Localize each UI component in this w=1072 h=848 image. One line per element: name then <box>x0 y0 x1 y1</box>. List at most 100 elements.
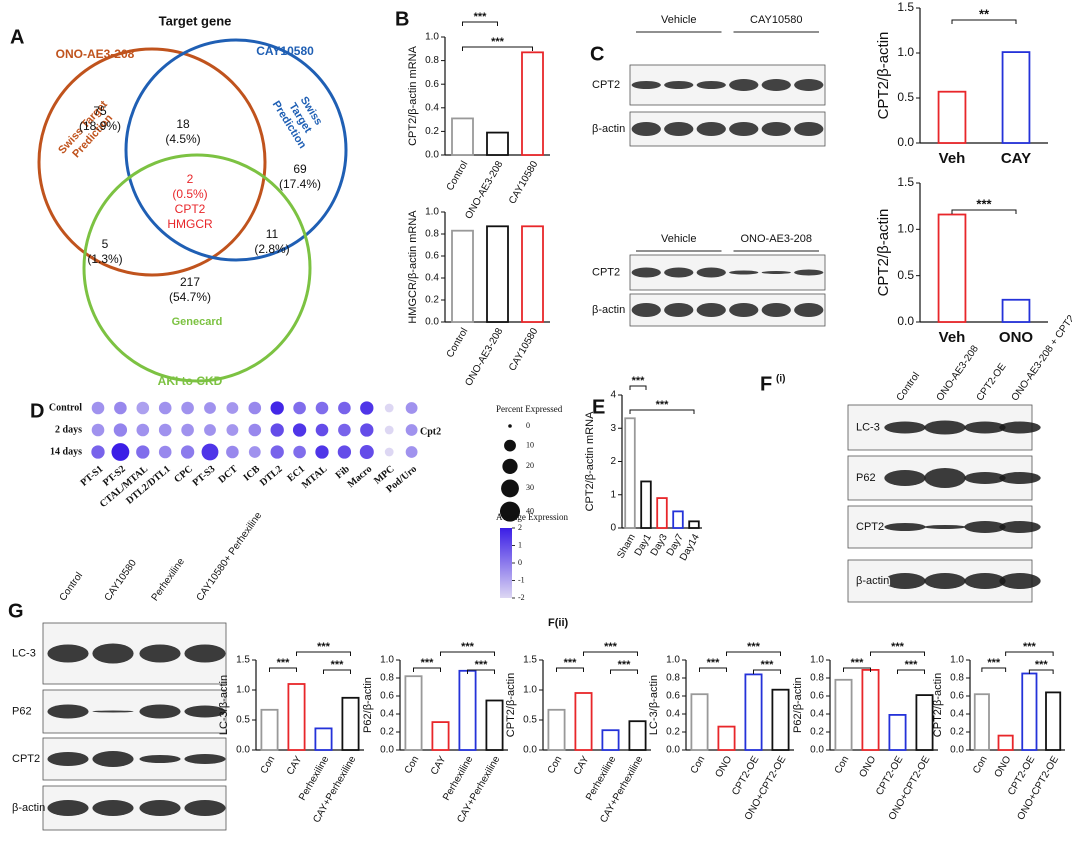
x-tick-label: CAY <box>1001 150 1031 167</box>
blot-frame <box>629 111 826 147</box>
legend-label: 0 <box>526 421 530 430</box>
bar <box>458 669 477 751</box>
significance-bracket <box>870 651 925 656</box>
y-tick-label: 3 <box>610 423 616 434</box>
blot-row-label: CPT2 <box>12 753 40 765</box>
y-tick-label: 1.0 <box>950 655 964 666</box>
blot-band <box>729 122 759 136</box>
dot <box>91 423 105 437</box>
y-tick-label: 0.5 <box>897 268 914 282</box>
y-tick-label: 1.0 <box>666 655 680 666</box>
bar <box>973 693 990 751</box>
y-tick-label: 1.5 <box>897 0 914 14</box>
blot-band <box>47 800 89 816</box>
significance-label: *** <box>564 657 578 669</box>
significance-label: *** <box>987 657 1001 669</box>
significance-bracket <box>629 409 695 414</box>
legend-label: 20 <box>526 461 534 470</box>
dot <box>292 423 307 437</box>
y-tick-label: 0.2 <box>425 295 439 306</box>
legend-dot <box>499 501 521 522</box>
dot <box>136 401 150 415</box>
dot <box>181 423 194 437</box>
blot-band <box>761 271 791 274</box>
x-tick-label: Con <box>689 754 708 775</box>
y-tick-label: 0.4 <box>666 709 680 720</box>
x-tick-label: Con <box>833 754 852 775</box>
bar <box>628 720 647 751</box>
dot <box>204 424 216 436</box>
y-tick-label: 0.4 <box>425 273 439 284</box>
significance-bracket <box>467 669 495 674</box>
bar <box>451 117 474 156</box>
significance-label: *** <box>656 399 670 411</box>
blot-column: ONO-AE3-208 <box>935 343 982 403</box>
y-axis-title: CPT2/β-actin <box>932 673 944 737</box>
y-axis-title: LC-3/β-actin <box>218 675 230 735</box>
significance-bracket <box>413 667 441 672</box>
significance-bracket <box>951 19 1017 24</box>
bar <box>717 725 736 751</box>
bar <box>1021 672 1038 751</box>
y-tick-label: 0.8 <box>950 673 964 684</box>
y-tick-label: 0.6 <box>380 691 394 702</box>
dot <box>91 445 105 459</box>
y-tick-label: 1.0 <box>810 655 824 666</box>
legend-dot <box>501 479 519 498</box>
dot <box>384 403 394 413</box>
blot-band <box>92 710 134 713</box>
bar <box>690 693 709 751</box>
significance-label: *** <box>474 11 488 23</box>
venn-set-name: AKI to CKD <box>158 374 223 388</box>
legend-label: 2 <box>518 523 522 532</box>
blot-band <box>924 525 966 529</box>
y-tick-label: 1.5 <box>236 655 250 666</box>
y-axis-title: CPT2/β-actin mRNA <box>407 45 419 146</box>
bar <box>485 699 504 751</box>
blot-frame <box>629 64 826 106</box>
blot-band <box>794 79 824 91</box>
significance-bracket <box>323 669 351 674</box>
legend-label: 1 <box>518 540 522 549</box>
y-tick-label: 0.5 <box>523 715 537 726</box>
significance-bracket <box>1005 651 1054 656</box>
dot <box>204 402 216 414</box>
blot-band <box>92 800 134 816</box>
venn-count: 217 <box>180 275 200 289</box>
bar <box>937 213 967 323</box>
dot <box>384 425 394 435</box>
blot-band <box>664 303 694 317</box>
dot <box>338 401 351 415</box>
bar <box>451 229 474 323</box>
bar <box>601 729 620 751</box>
blot-band <box>139 704 181 719</box>
venn-percent: (0.5%) <box>172 187 207 201</box>
blot-band <box>664 122 694 136</box>
blot-band <box>761 79 791 91</box>
y-tick-label: 0.2 <box>810 727 824 738</box>
legend-title: Average Expression <box>496 512 569 522</box>
y-tick-label: 1.0 <box>523 685 537 696</box>
y-tick-label: 0.8 <box>380 673 394 684</box>
dot <box>359 445 374 459</box>
dot <box>315 423 329 437</box>
significance-label: *** <box>277 657 291 669</box>
significance-bracket <box>440 651 495 656</box>
venn-gene: HMGCR <box>167 217 213 231</box>
dot-column-label: PT-S3 <box>191 464 218 489</box>
bar <box>744 673 763 751</box>
blot-band <box>184 800 226 816</box>
blot-band <box>47 644 89 663</box>
blot-band <box>696 81 726 89</box>
blot-band <box>999 472 1041 484</box>
y-tick-label: 1 <box>610 489 616 500</box>
dot <box>248 446 261 458</box>
venn-percent: (17.4%) <box>279 177 321 191</box>
panel-label: F(ii) <box>548 617 568 629</box>
dot <box>248 401 262 415</box>
venn-count: 69 <box>293 162 307 176</box>
y-tick-label: 0.8 <box>425 55 439 66</box>
blot-row-label: P62 <box>856 472 876 484</box>
significance-label: *** <box>461 641 475 653</box>
x-tick-label: ONO <box>713 754 734 779</box>
